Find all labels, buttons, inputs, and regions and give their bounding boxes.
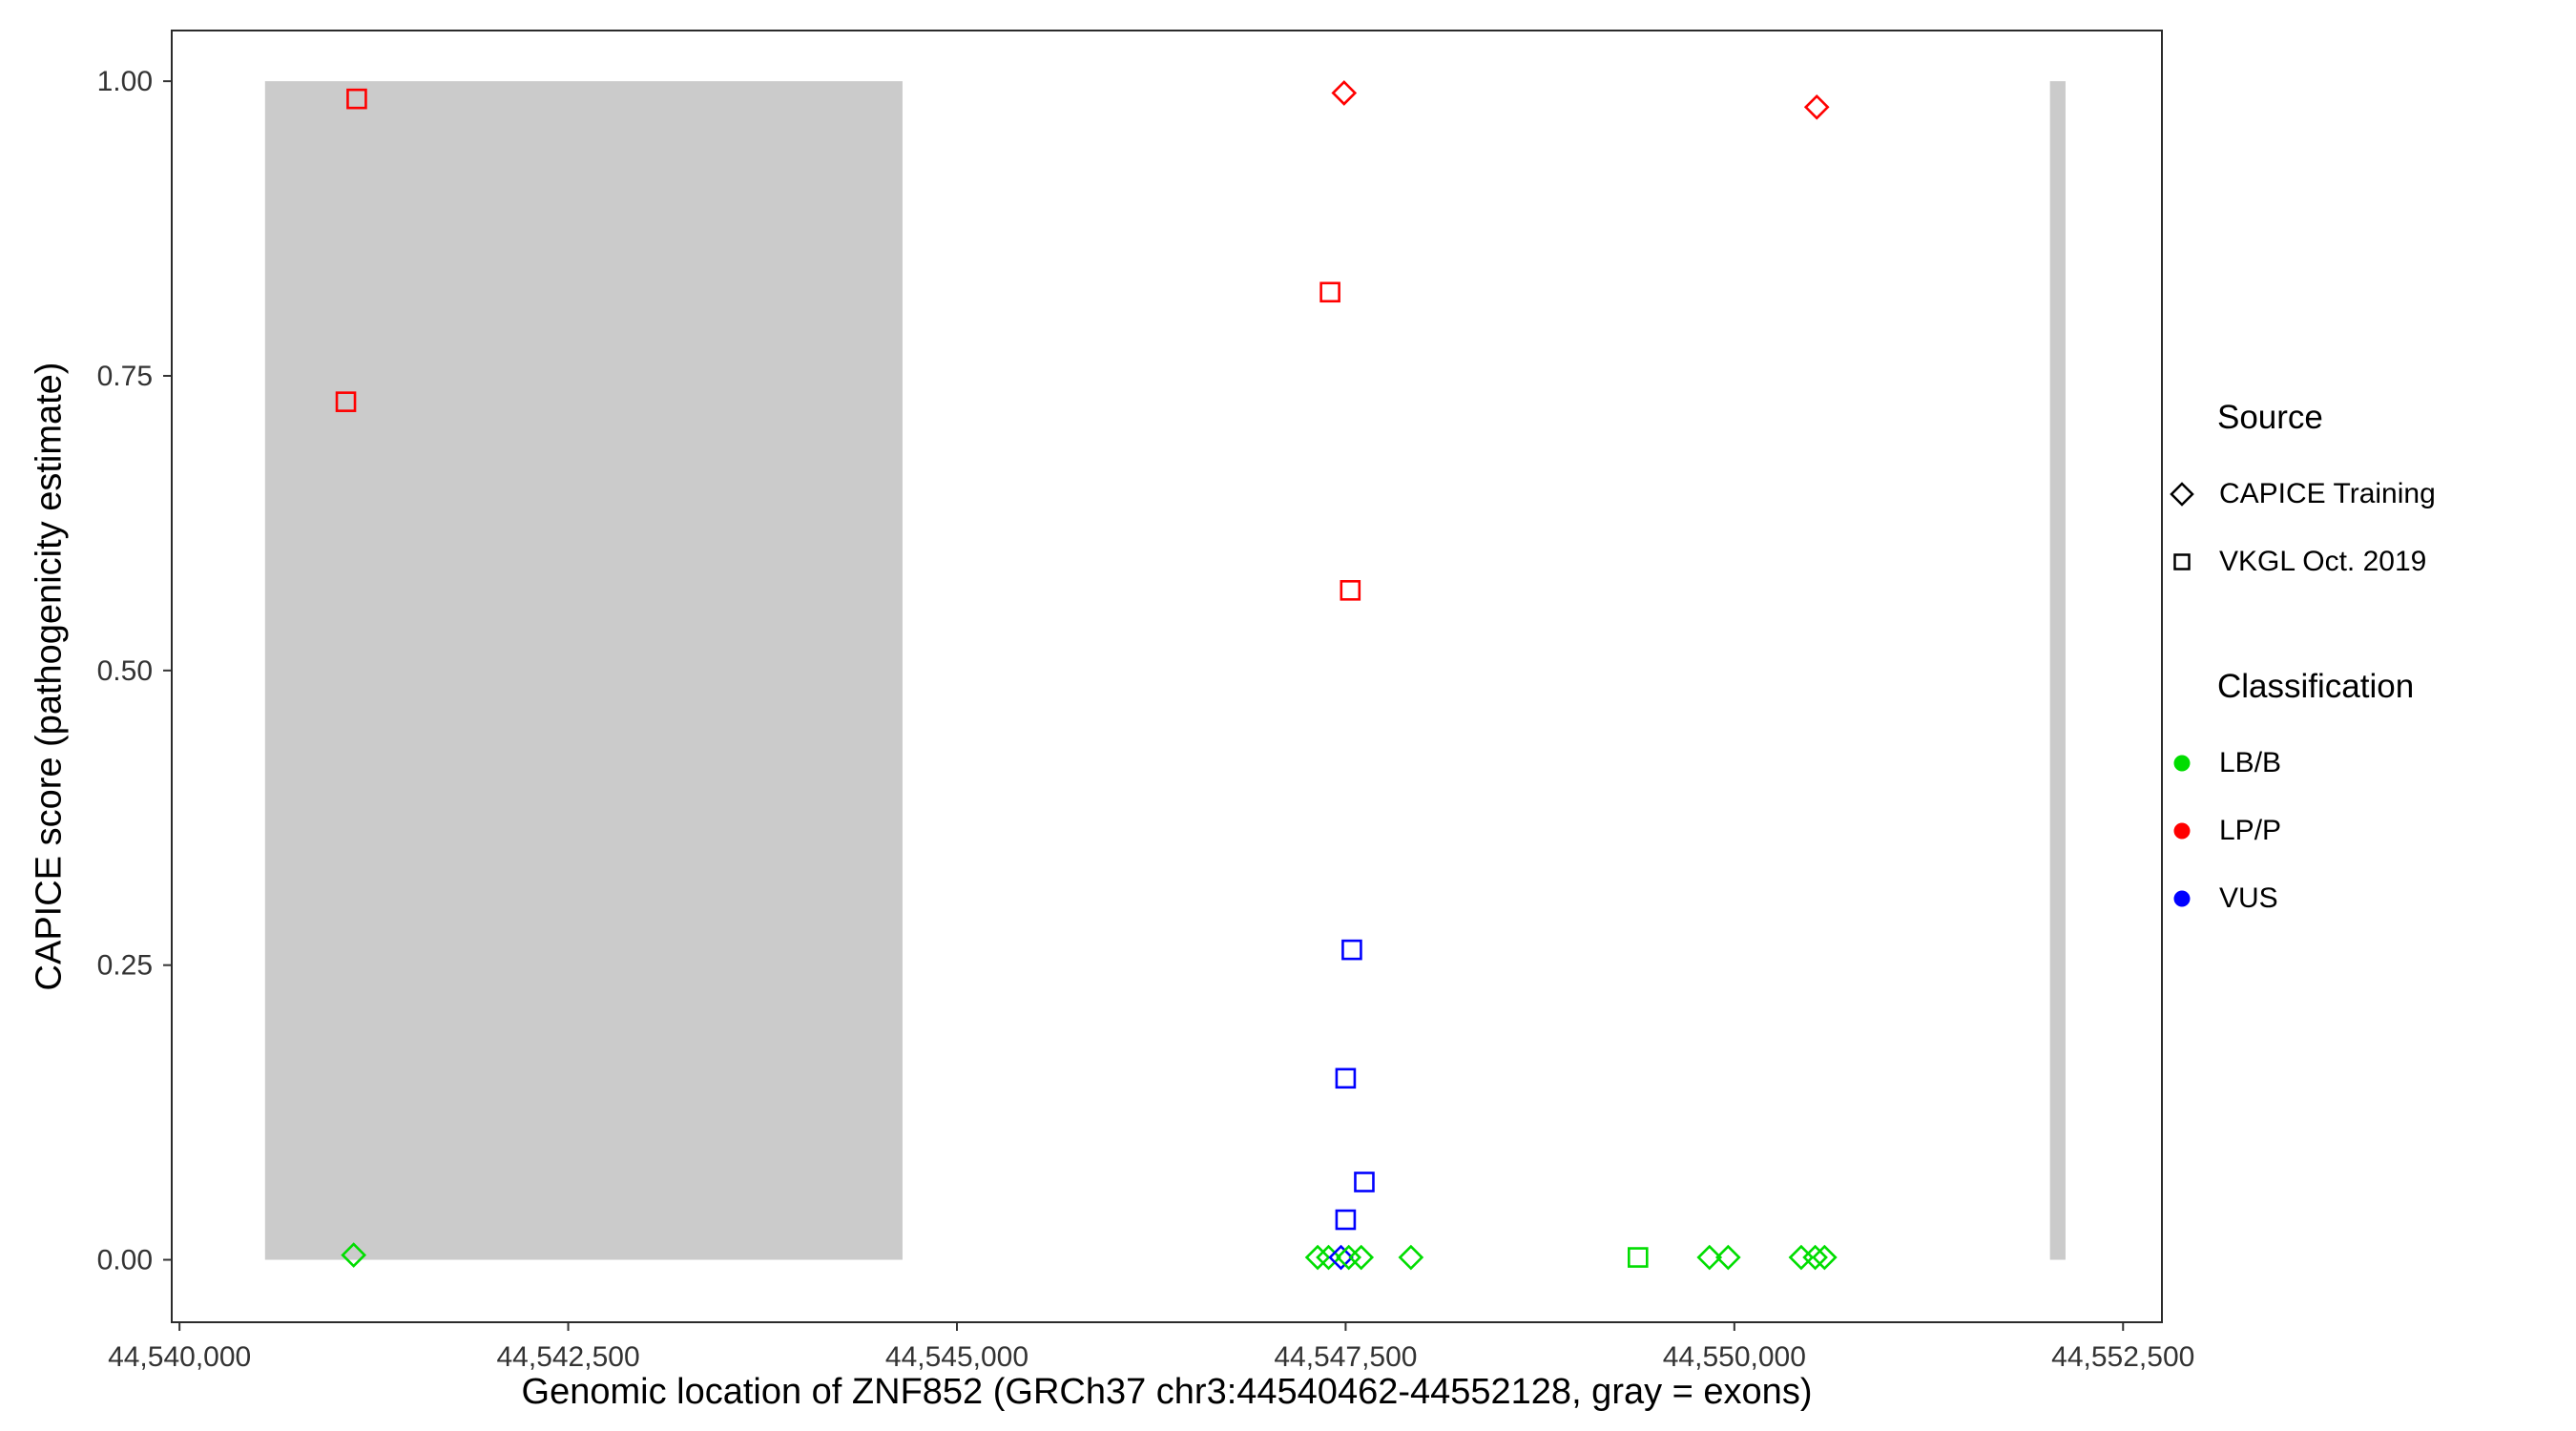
legend-item-capice-training: CAPICE Training (2158, 460, 2436, 528)
exon-region (264, 81, 903, 1260)
data-point-diamond (1714, 1244, 1741, 1271)
legend-item-vkgl: VKGL Oct. 2019 (2158, 528, 2436, 595)
data-point-diamond (1398, 1244, 1424, 1271)
data-point-square (1335, 1068, 1357, 1089)
panel-border (171, 30, 2163, 1323)
data-point-diamond (1336, 1244, 1362, 1271)
legend-source: Source CAPICE Training VKGL Oct. 2019 (2158, 399, 2436, 595)
diamond-icon (2158, 475, 2206, 513)
legend-classification-title: Classification (2217, 668, 2415, 705)
y-tick-label: 0.75 (97, 361, 153, 392)
x-tick-label: 44,552,500 (2051, 1341, 2194, 1373)
data-point-diamond (1803, 93, 1830, 120)
data-point-diamond (1331, 80, 1358, 106)
data-point-square (1319, 281, 1340, 303)
blue-dot-icon (2158, 880, 2206, 918)
x-axis-title: Genomic location of ZNF852 (GRCh37 chr3:… (521, 1372, 1813, 1412)
legend-item-label: LP/P (2219, 814, 2282, 846)
data-point-diamond (1802, 1244, 1828, 1271)
legend-item-label: VUS (2219, 881, 2278, 914)
data-point-diamond (1316, 1244, 1341, 1271)
legend-item-lpp: LP/P (2158, 797, 2414, 864)
x-tick-label: 44,545,000 (885, 1341, 1028, 1373)
y-tick-label: 0.25 (97, 950, 153, 982)
data-point-square (1354, 1172, 1375, 1192)
legend-item-label: LB/B (2219, 746, 2282, 778)
y-tick-label: 0.00 (97, 1245, 153, 1276)
y-tick-label: 0.50 (97, 655, 153, 687)
y-axis-title: CAPICE score (pathogenicity estimate) (29, 362, 70, 991)
red-dot-icon (2158, 812, 2206, 850)
legend-classification: Classification LB/B LP/P VUS (2158, 668, 2414, 932)
data-point-square (1341, 939, 1362, 961)
x-tick-label: 44,542,500 (496, 1341, 639, 1373)
data-point-diamond (1348, 1244, 1375, 1271)
data-point-diamond (1328, 1244, 1354, 1271)
y-tick-label: 1.00 (97, 66, 153, 97)
data-point-square (1627, 1247, 1649, 1268)
x-tick-label: 44,550,000 (1663, 1341, 1806, 1373)
data-point-diamond (341, 1242, 367, 1268)
legend-item-label: VKGL Oct. 2019 (2219, 545, 2427, 577)
data-point-square (346, 88, 367, 110)
data-point-diamond (1304, 1244, 1331, 1271)
legend-item-vus: VUS (2158, 864, 2414, 932)
data-point-diamond (1812, 1244, 1838, 1271)
data-point-diamond (1696, 1244, 1723, 1271)
square-icon (2158, 543, 2206, 581)
data-point-square (1340, 580, 1361, 601)
legend-item-label: CAPICE Training (2219, 477, 2436, 509)
x-tick-label: 44,540,000 (108, 1341, 251, 1373)
legend-source-title: Source (2217, 399, 2323, 436)
x-tick-label: 44,547,500 (1274, 1341, 1417, 1373)
green-dot-icon (2158, 744, 2206, 782)
data-point-square (1335, 1209, 1357, 1231)
exon-region (2049, 81, 2066, 1260)
data-point-diamond (1788, 1244, 1815, 1271)
legend-item-lbb: LB/B (2158, 729, 2414, 797)
data-point-square (335, 391, 357, 412)
